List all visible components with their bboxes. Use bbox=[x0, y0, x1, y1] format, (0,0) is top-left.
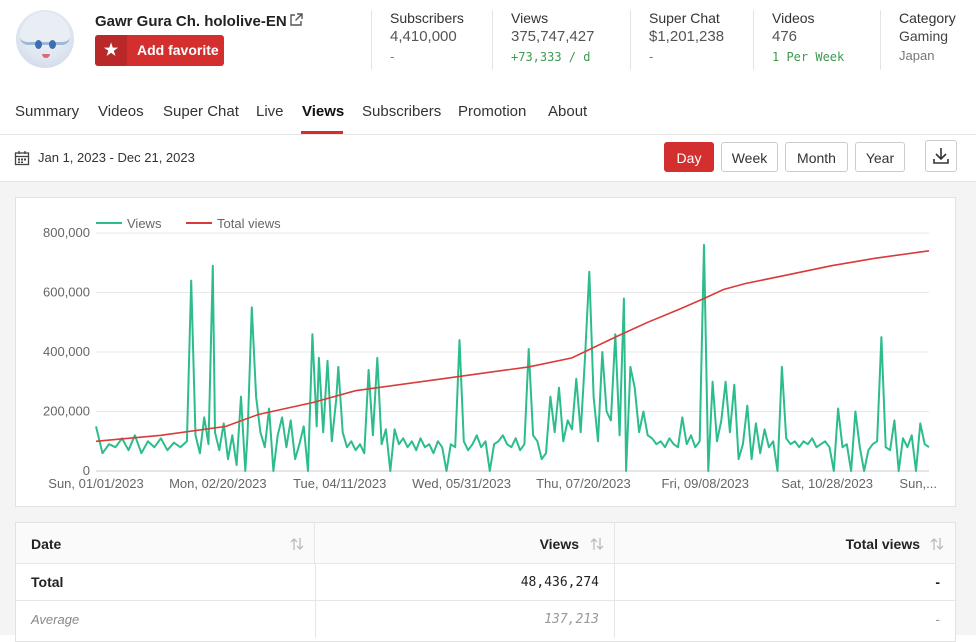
column-header-date-label: Date bbox=[31, 536, 62, 552]
star-icon: ★ bbox=[95, 35, 127, 66]
column-header-views[interactable]: Views bbox=[315, 523, 615, 563]
add-favorite-button[interactable]: ★ Add favorite bbox=[95, 35, 224, 66]
sort-icon[interactable] bbox=[930, 536, 944, 552]
chart-legend: Views Total views bbox=[96, 216, 281, 231]
x-tick-label: Sun,... bbox=[899, 476, 937, 491]
add-favorite-label: Add favorite bbox=[137, 42, 219, 58]
legend-views: Views bbox=[127, 216, 162, 231]
stat-country: Japan bbox=[899, 48, 935, 63]
table-row-total: Total 48,436,274 - bbox=[16, 563, 955, 601]
x-tick-label: Thu, 07/20/2023 bbox=[536, 476, 631, 491]
x-tick-label: Wed, 05/31/2023 bbox=[412, 476, 511, 491]
row-views: 48,436,274 bbox=[315, 564, 615, 601]
period-week-button[interactable]: Week bbox=[721, 142, 778, 172]
x-tick-label: Tue, 04/11/2023 bbox=[293, 476, 386, 491]
download-button[interactable] bbox=[925, 140, 957, 172]
stat-value: 375,747,427 bbox=[511, 28, 595, 45]
column-header-date[interactable]: Date bbox=[16, 523, 315, 563]
tab-subscribers[interactable]: Subscribers bbox=[362, 103, 442, 120]
tab-super-chat[interactable]: Super Chat bbox=[163, 103, 239, 120]
nav-tabs: Summary Videos Super Chat Live Views Sub… bbox=[0, 92, 976, 135]
legend-total-views: Total views bbox=[217, 216, 281, 231]
row-date: Total bbox=[31, 574, 64, 590]
tab-views[interactable]: Views bbox=[302, 103, 345, 120]
y-tick-label: 200,000 bbox=[43, 404, 90, 419]
stat-views: Views 375,747,427 +73,333 / d bbox=[492, 10, 630, 70]
active-tab-indicator bbox=[301, 131, 343, 134]
stat-subscribers: Subscribers 4,410,000 - bbox=[371, 10, 492, 70]
external-link-icon[interactable] bbox=[289, 13, 303, 27]
stat-super-chat: Super Chat $1,201,238 - bbox=[630, 10, 753, 70]
sort-icon[interactable] bbox=[590, 536, 604, 552]
stat-value: $1,201,238 bbox=[649, 28, 725, 45]
stat-value: Gaming bbox=[899, 28, 949, 44]
y-tick-label: 400,000 bbox=[43, 344, 90, 359]
stat-title: Views bbox=[511, 10, 549, 26]
period-day-button[interactable]: Day bbox=[664, 142, 714, 172]
period-month-button[interactable]: Month bbox=[785, 142, 848, 172]
views-series-line bbox=[95, 243, 930, 472]
views-table: Date Views Total views Total 48,436,274 … bbox=[15, 522, 956, 642]
stat-title: Videos bbox=[772, 10, 815, 26]
stat-title: Super Chat bbox=[649, 10, 720, 26]
y-tick-label: 800,000 bbox=[43, 225, 90, 240]
row-views: 137,213 bbox=[315, 601, 615, 638]
download-icon bbox=[933, 148, 949, 164]
stat-category: Category Gaming Japan bbox=[880, 10, 976, 70]
stat-title: Subscribers bbox=[390, 10, 464, 26]
row-total-views: - bbox=[935, 574, 940, 590]
stat-delta: +73,333 / d bbox=[511, 50, 591, 64]
row-date: Average bbox=[31, 612, 80, 627]
tab-summary[interactable]: Summary bbox=[15, 103, 80, 120]
period-year-button[interactable]: Year bbox=[855, 142, 905, 172]
column-header-total-views-label: Total views bbox=[845, 536, 920, 552]
channel-avatar[interactable] bbox=[16, 10, 74, 68]
stat-videos: Videos 476 1 Per Week bbox=[753, 10, 880, 70]
total-views-series-line bbox=[95, 250, 930, 443]
x-tick-label: Sun, 01/01/2023 bbox=[48, 476, 143, 491]
calendar-icon[interactable] bbox=[14, 150, 30, 166]
views-chart[interactable]: 0 200,000 400,000 600,000 800,000 Sun, 01/01… bbox=[16, 198, 955, 506]
channel-name[interactable]: Gawr Gura Ch. hololive-EN bbox=[95, 13, 287, 30]
date-range[interactable]: Jan 1, 2023 - Dec 21, 2023 bbox=[38, 150, 195, 165]
stat-delta: - bbox=[649, 49, 654, 64]
row-total-views: - bbox=[935, 611, 940, 627]
views-chart-card: 0 200,000 400,000 600,000 800,000 Sun, 01/01… bbox=[15, 197, 956, 507]
tab-live[interactable]: Live bbox=[256, 103, 284, 120]
x-tick-label: Mon, 02/20/2023 bbox=[169, 476, 267, 491]
tab-videos[interactable]: Videos bbox=[98, 103, 144, 120]
stat-value: 4,410,000 bbox=[390, 28, 457, 45]
tab-promotion[interactable]: Promotion bbox=[458, 103, 527, 120]
y-tick-label: 600,000 bbox=[43, 285, 90, 300]
column-header-views-label: Views bbox=[539, 536, 579, 552]
sort-icon[interactable] bbox=[290, 536, 304, 552]
x-tick-label: Fri, 09/08/2023 bbox=[662, 476, 749, 491]
channel-header: Gawr Gura Ch. hololive-EN ★ Add favorite… bbox=[0, 0, 976, 92]
tab-about[interactable]: About bbox=[548, 103, 588, 120]
toolbar: Jan 1, 2023 - Dec 21, 2023 Day Week Mont… bbox=[0, 135, 976, 182]
y-tick-label: 0 bbox=[83, 463, 90, 478]
column-header-total-views[interactable]: Total views bbox=[615, 523, 955, 563]
stat-title: Category bbox=[899, 10, 956, 26]
table-row-average: Average 137,213 - bbox=[16, 600, 955, 638]
x-tick-label: Sat, 10/28/2023 bbox=[781, 476, 873, 491]
stat-delta: 1 Per Week bbox=[772, 50, 845, 64]
stat-value: 476 bbox=[772, 28, 798, 45]
stat-delta: - bbox=[390, 49, 395, 64]
